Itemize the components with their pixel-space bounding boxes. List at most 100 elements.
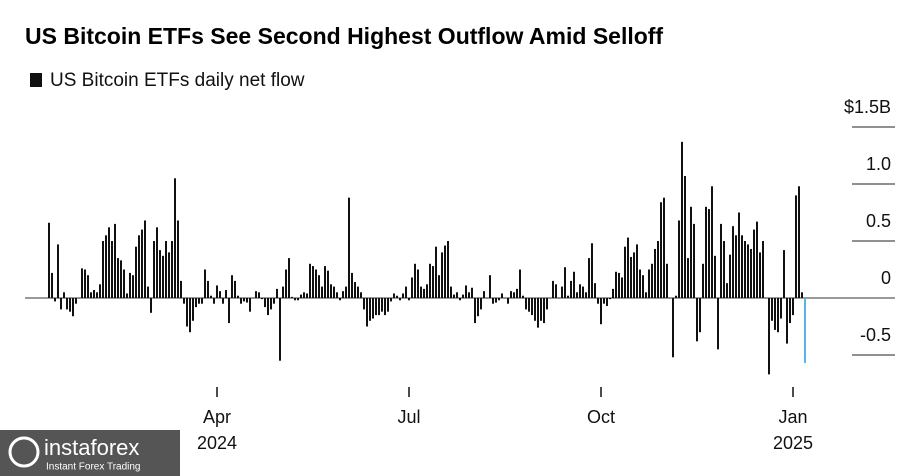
bar [681,141,683,298]
bar [87,275,89,298]
bar [489,275,491,298]
bar [540,298,542,321]
bar [438,275,440,298]
bar [792,298,794,316]
bar [735,235,737,298]
bar [399,298,401,301]
bar [420,286,422,298]
bar [183,298,185,304]
bar [237,295,239,298]
bar [780,298,782,319]
bar [663,197,665,298]
bar [411,277,413,298]
bar [645,292,647,298]
bar [306,293,308,298]
bar [123,269,125,298]
bar [297,298,299,301]
bar [597,298,599,304]
bar [291,296,293,298]
bar [519,269,521,298]
bar [549,298,551,299]
bar [690,206,692,298]
bar [570,280,572,298]
bar [726,283,728,298]
bar [276,288,278,298]
bar [558,298,560,299]
bar [573,271,575,298]
bar [48,222,50,298]
bar [546,298,548,310]
bar [219,291,221,298]
x-tick-label: Apr 2024 [196,407,238,453]
bar [741,235,743,298]
bar [192,298,194,321]
bar [588,258,590,298]
bar [156,227,158,298]
bar [213,298,215,304]
bar [189,298,191,333]
x-tick-label: Jul [397,407,421,427]
bar [393,293,395,298]
bar [186,298,188,327]
bar [138,235,140,298]
bar [693,223,695,298]
bar [354,282,356,298]
bar [375,298,377,316]
bar [465,285,467,298]
bar [273,298,275,304]
bar [288,258,290,298]
bar [120,260,122,298]
bar [750,248,752,298]
bar [669,298,671,299]
bar [201,298,203,304]
bar [267,298,269,316]
bar [537,298,539,328]
bar [414,263,416,298]
bar [270,298,272,310]
bar [450,286,452,298]
bar [99,284,101,298]
x-tick-label: Jan 2025 [772,407,814,453]
bar [240,298,242,304]
bar [801,292,803,298]
bar [747,244,749,298]
bar [408,298,410,301]
bar [786,298,788,344]
bar [57,244,59,298]
bar [480,298,482,310]
bar [210,295,212,298]
bar [381,298,383,312]
bar [357,286,359,298]
bar [444,245,446,298]
bar [111,241,113,298]
bar [141,229,143,298]
bar [684,176,686,298]
bar [252,298,254,299]
bar [96,292,98,298]
bar [282,286,284,298]
bar [651,263,653,298]
bar [243,298,245,302]
bar [162,255,164,298]
bar [318,275,320,298]
bar [126,293,128,298]
bar [447,241,449,298]
watermark: instaforex Instant Forex Trading [0,430,180,476]
bar [576,292,578,298]
bar [159,250,161,298]
bar [777,298,779,333]
bar [441,252,443,298]
bar [363,298,365,310]
bar [384,298,386,316]
bar [699,298,701,333]
bar [108,227,110,298]
bar [231,275,233,298]
bar [129,272,131,298]
bar [387,298,389,312]
bar [69,298,71,312]
bar [228,298,230,324]
bar [351,272,353,298]
bar [348,197,350,298]
bar [366,298,368,327]
bar [660,202,662,298]
